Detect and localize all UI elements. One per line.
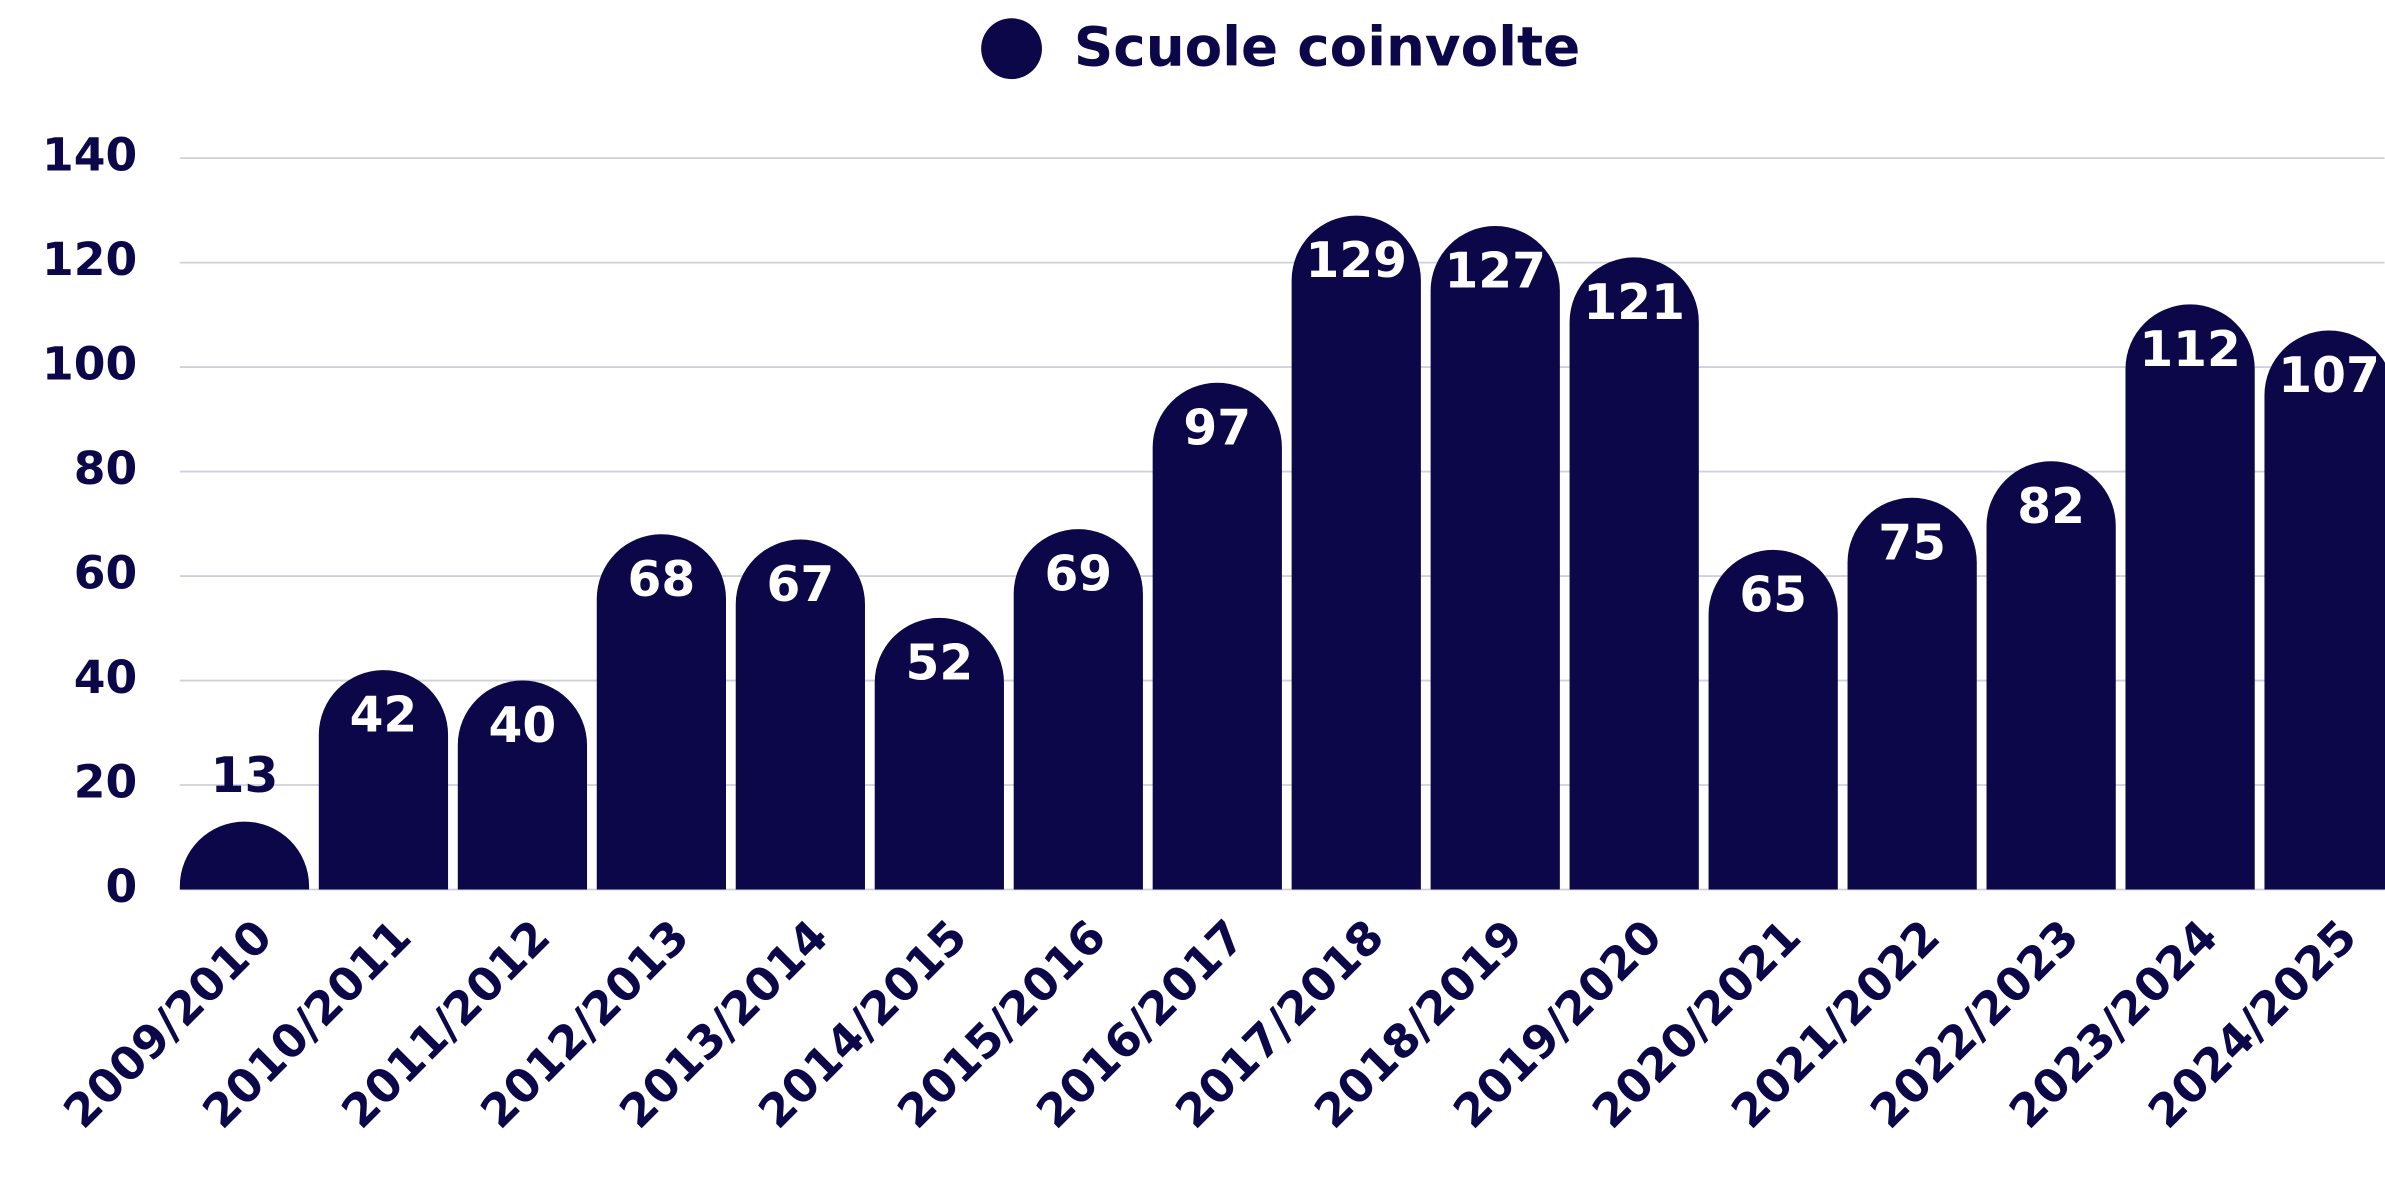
bar bbox=[1152, 382, 1282, 890]
data-label: 121 bbox=[1583, 275, 1685, 331]
data-label: 67 bbox=[767, 557, 835, 613]
y-tick-label: 60 bbox=[74, 547, 137, 600]
data-label: 52 bbox=[905, 636, 973, 692]
y-tick-label: 40 bbox=[74, 651, 137, 704]
y-tick-label: 20 bbox=[74, 756, 137, 809]
data-label: 40 bbox=[489, 698, 557, 754]
data-label: 68 bbox=[628, 552, 696, 608]
y-tick-label: 0 bbox=[106, 860, 138, 913]
y-tick-label: 100 bbox=[42, 338, 137, 391]
bar bbox=[735, 539, 865, 890]
bar bbox=[1291, 215, 1421, 890]
data-label: 75 bbox=[1878, 515, 1946, 571]
bar bbox=[1569, 257, 1699, 890]
data-label: 127 bbox=[1444, 244, 1546, 300]
bar bbox=[596, 534, 727, 890]
legend: Scuole coinvolte bbox=[981, 14, 1580, 80]
data-label: 107 bbox=[2278, 348, 2380, 404]
data-label: 82 bbox=[2017, 479, 2085, 535]
bar bbox=[2264, 330, 2385, 890]
bar bbox=[457, 680, 588, 890]
bar bbox=[1430, 226, 1560, 890]
legend-marker bbox=[981, 18, 1042, 80]
data-label: 112 bbox=[2139, 322, 2241, 378]
bar bbox=[1847, 497, 1977, 890]
bar bbox=[1986, 461, 2116, 890]
legend-label: Scuole coinvolte bbox=[1074, 14, 1580, 78]
y-tick-label: 80 bbox=[74, 442, 137, 495]
data-label: 129 bbox=[1305, 233, 1407, 289]
y-tick-label: 140 bbox=[42, 129, 137, 182]
bar bbox=[1708, 549, 1838, 890]
bar bbox=[318, 670, 449, 890]
bar bbox=[1013, 529, 1143, 890]
data-label: 42 bbox=[350, 688, 418, 744]
data-label: 97 bbox=[1183, 400, 1251, 456]
data-label: 69 bbox=[1044, 547, 1112, 603]
bar bbox=[874, 617, 1004, 890]
bar bbox=[2125, 304, 2255, 890]
data-label: 65 bbox=[1739, 568, 1807, 624]
bar bbox=[179, 821, 310, 890]
data-label: 13 bbox=[211, 748, 279, 804]
y-tick-label: 120 bbox=[42, 233, 137, 286]
